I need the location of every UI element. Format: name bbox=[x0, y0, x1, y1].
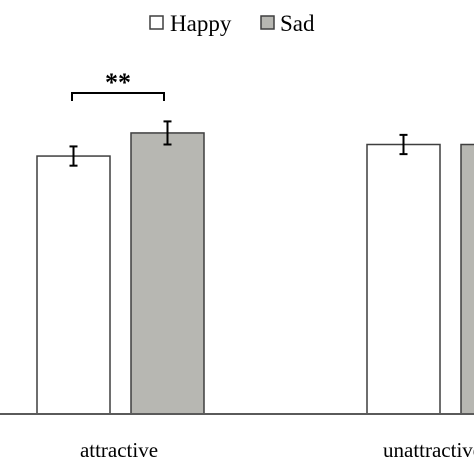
bar-sad-unattractive bbox=[460, 143, 474, 415]
category-label-unattractive: unattractive bbox=[383, 438, 474, 462]
error-bar-sad-attractive bbox=[163, 120, 172, 146]
significance-annotation: ** bbox=[71, 68, 165, 101]
significance-label: ** bbox=[105, 68, 131, 97]
bar-happy-attractive bbox=[36, 155, 111, 415]
error-bar-happy-unattractive bbox=[399, 133, 408, 156]
legend-label-happy: Happy bbox=[170, 11, 232, 36]
legend-swatch-happy bbox=[149, 15, 164, 30]
bar-happy-unattractive bbox=[366, 143, 441, 415]
category-label-attractive: attractive bbox=[80, 438, 158, 462]
plot-area bbox=[0, 120, 474, 415]
legend: Happy Sad bbox=[149, 11, 315, 36]
legend-swatch-sad bbox=[260, 15, 275, 30]
error-bar-happy-attractive bbox=[69, 145, 78, 167]
significance-bracket bbox=[71, 92, 165, 101]
legend-label-sad: Sad bbox=[280, 11, 315, 36]
bar-sad-attractive bbox=[130, 132, 205, 415]
